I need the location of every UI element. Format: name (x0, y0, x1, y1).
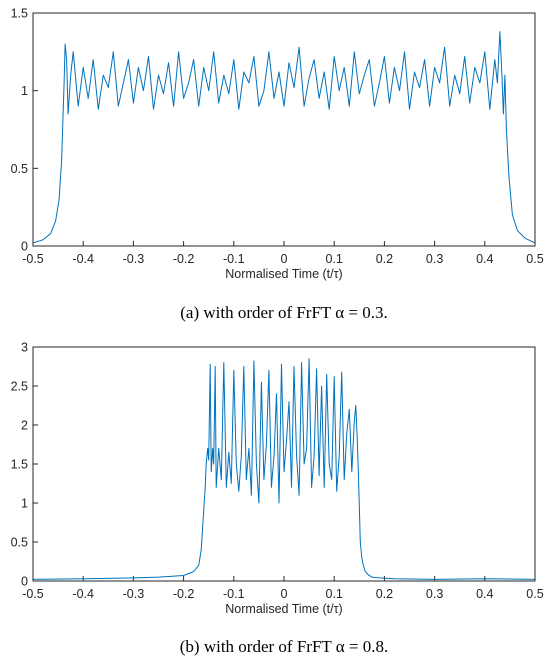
x-tick-label: 0.3 (426, 252, 443, 266)
y-tick-label: 2 (21, 419, 28, 433)
x-tick-label: 0.5 (526, 252, 543, 266)
plot-frame-a (32, 12, 536, 247)
chart-a: 0 0.5 1 1.5 -0.5 -0.4 -0.3 -0.2 -0.1 0 0.1 0.2 0.3 0… (11, 7, 544, 323)
x-axis-label-b: Normalised Time (t/τ) (225, 602, 342, 616)
series-line-b (32, 358, 536, 580)
x-tick-label: 0.2 (376, 252, 393, 266)
x-tick-label: -0.4 (72, 252, 94, 266)
x-tick-label: 0 (281, 252, 288, 266)
y-tick-label: 0.5 (11, 536, 28, 550)
x-tick-label: 0.5 (526, 587, 543, 601)
x-tick-label: -0.2 (173, 587, 195, 601)
y-tick-label: 1.5 (11, 7, 28, 21)
x-tick-label: 0.4 (476, 252, 493, 266)
y-tick-label: 0 (21, 240, 28, 254)
caption-b: (b) with order of FrFT α = 0.8. (180, 637, 388, 656)
x-tick-label: 0.3 (426, 587, 443, 601)
y-tick-label: 1 (21, 84, 28, 98)
x-tick-label: -0.1 (223, 252, 245, 266)
x-tick-label: -0.4 (72, 587, 94, 601)
y-tick-label: 2.5 (11, 380, 28, 394)
y-tick-label: 0.5 (11, 162, 28, 176)
series-line-a (32, 31, 536, 244)
x-tick-label: 0.1 (326, 252, 343, 266)
y-tick-label: 1.5 (11, 458, 28, 472)
caption-a: (a) with order of FrFT α = 0.3. (180, 303, 388, 322)
x-axis-label-a: Normalised Time (t/τ) (225, 267, 342, 281)
x-tick-label: -0.3 (123, 587, 145, 601)
y-axis-b: 0 0.5 1 1.5 2 2.5 3 (11, 341, 38, 589)
x-tick-label: -0.1 (223, 587, 245, 601)
x-tick-label: -0.5 (22, 252, 44, 266)
x-tick-label: -0.5 (22, 587, 44, 601)
chart-b: 0 0.5 1 1.5 2 2.5 3 -0.5 -0.4 -0.3 -0.2 -0.1 0 0.1 0.… (11, 341, 544, 657)
plot-frame-b (32, 346, 536, 582)
x-axis-a: -0.5 -0.4 -0.3 -0.2 -0.1 0 0.1 0.2 0.3 0.4 0.5 (22, 241, 544, 266)
y-tick-label: 0 (21, 575, 28, 589)
y-axis-a: 0 0.5 1 1.5 (11, 7, 38, 254)
x-tick-label: 0.2 (376, 587, 393, 601)
x-tick-label: 0.4 (476, 587, 493, 601)
y-tick-label: 3 (21, 341, 28, 355)
x-tick-label: -0.2 (173, 252, 195, 266)
y-tick-label: 1 (21, 497, 28, 511)
x-tick-label: 0.1 (326, 587, 343, 601)
x-axis-b: -0.5 -0.4 -0.3 -0.2 -0.1 0 0.1 0.2 0.3 0.4 0.5 (22, 576, 544, 601)
x-tick-label: -0.3 (123, 252, 145, 266)
x-tick-label: 0 (281, 587, 288, 601)
